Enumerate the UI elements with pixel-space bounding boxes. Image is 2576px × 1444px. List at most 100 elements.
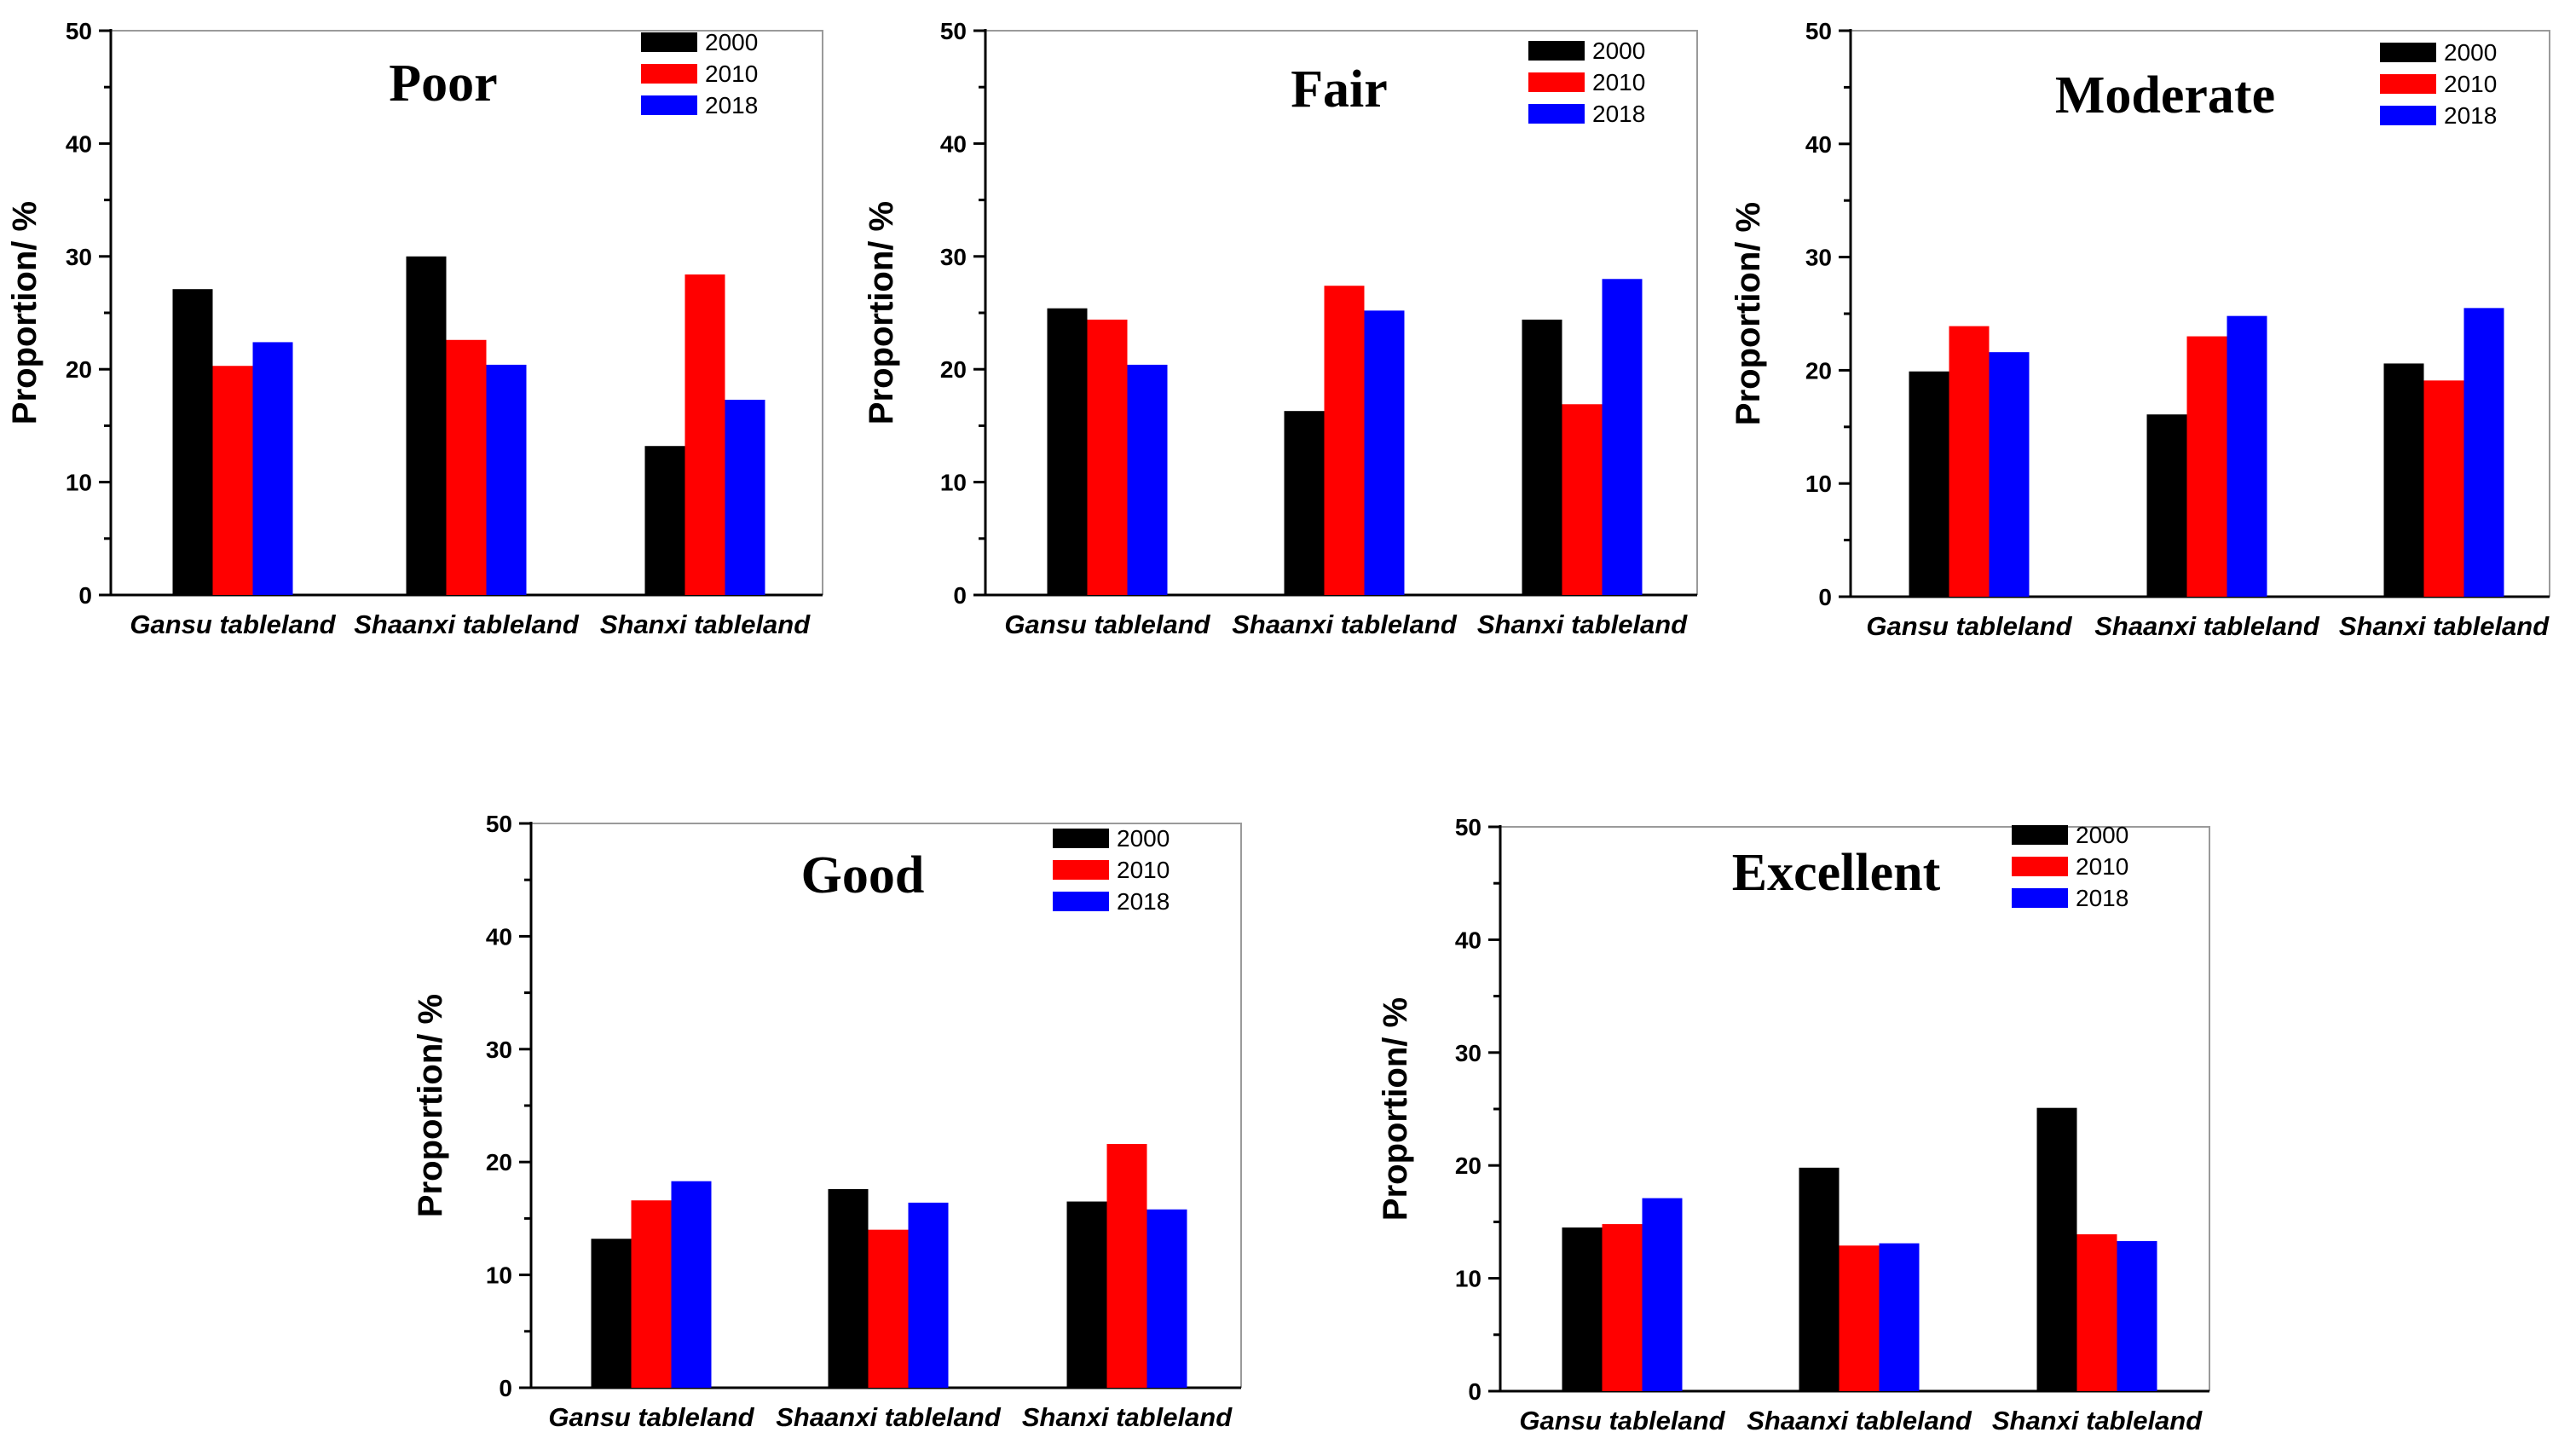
bar-moderate-shaanxi-2018 [2227, 315, 2267, 597]
bar-excellent-shanxi-2010 [2076, 1233, 2117, 1391]
chart-svg-moderate: 0 10 20 30 40 50 Proportion/ % Gansu tableland S… [1730, 18, 2550, 641]
bar-good-shaanxi-2010 [868, 1229, 909, 1388]
legend-label-2018: 2018 [2076, 885, 2128, 911]
bar-excellent-shanxi-2018 [2117, 1240, 2157, 1391]
bar-moderate-gansu-2018 [1989, 352, 2030, 597]
bar-moderate-shaanxi-2010 [2186, 336, 2227, 597]
bar-good-shaanxi-2000 [828, 1188, 869, 1388]
x-category-label: Gansu tableland [548, 1402, 754, 1432]
bar-moderate-shanxi-2010 [2423, 380, 2464, 597]
bar-excellent-shanxi-2000 [2036, 1107, 2077, 1391]
y-tick-label: 40 [1455, 927, 1481, 953]
bar-good-shanxi-2010 [1106, 1144, 1147, 1388]
plot-frame [1851, 30, 2550, 597]
legend-label-2018: 2018 [705, 92, 758, 118]
y-tick-label: 40 [1805, 131, 1832, 158]
legend-swatch-2018 [1053, 892, 1109, 911]
y-tick-label: 50 [940, 18, 967, 44]
y-tick-label: 50 [66, 18, 92, 44]
chart-panel-excellent: 0 10 20 30 40 50 Proportion/ % Gansu tableland S… [1374, 796, 2235, 1444]
y-tick-label: 0 [1468, 1378, 1481, 1405]
legend-swatch-2018 [1528, 104, 1585, 124]
bar-fair-shanxi-2010 [1562, 404, 1603, 595]
x-category-label: Shanxi tableland [2339, 611, 2550, 641]
x-category-label: Shanxi tableland [1992, 1406, 2203, 1435]
y-tick-label: 50 [486, 811, 512, 837]
x-category-label: Gansu tableland [130, 609, 336, 639]
bar-excellent-shaanxi-2000 [1799, 1167, 1840, 1391]
plot-frame [111, 30, 823, 595]
y-tick-label: 10 [1805, 471, 1832, 497]
legend-swatch-2018 [2380, 106, 2436, 125]
bar-poor-gansu-2010 [212, 366, 253, 595]
legend-label-2000: 2000 [2076, 822, 2128, 848]
y-tick-label: 20 [1455, 1152, 1481, 1179]
legend-swatch-2010 [1053, 860, 1109, 880]
bar-fair-gansu-2010 [1087, 319, 1128, 595]
chart-title: Good [801, 846, 925, 904]
bar-poor-shanxi-2000 [644, 446, 685, 595]
y-tick-label: 40 [66, 130, 92, 157]
x-category-label: Shaanxi tableland [354, 609, 580, 639]
legend-swatch-2010 [1528, 72, 1585, 92]
legend-label-2000: 2000 [705, 29, 758, 55]
legend-label-2010: 2010 [2444, 71, 2497, 97]
y-tick-label: 0 [78, 582, 92, 609]
y-axis-label: Proportion/ % [1377, 997, 1414, 1221]
legend-swatch-2018 [641, 95, 697, 115]
chart-panel-moderate: 0 10 20 30 40 50 Proportion/ % Gansu tableland S… [1727, 0, 2571, 661]
legend-label-2010: 2010 [2076, 853, 2128, 880]
x-category-label: Shaanxi tableland [776, 1402, 1002, 1432]
plot-frame [1500, 826, 2210, 1391]
y-tick-label: 30 [940, 244, 967, 270]
y-tick-label: 30 [1805, 245, 1832, 271]
x-category-label: Shanxi tableland [1477, 609, 1688, 639]
bar-poor-shanxi-2018 [725, 399, 765, 595]
legend-label-2010: 2010 [1592, 69, 1645, 95]
bar-excellent-gansu-2018 [1642, 1198, 1683, 1391]
chart-panel-poor: 0 10 20 30 40 50 Proportion/ % Gansu tableland S… [0, 0, 852, 661]
bar-moderate-gansu-2010 [1949, 326, 1990, 597]
x-category-label: Gansu tableland [1866, 611, 2072, 641]
legend-label-2018: 2018 [1592, 101, 1645, 127]
x-category-label: Shaanxi tableland [1747, 1406, 1972, 1435]
bar-excellent-gansu-2010 [1602, 1224, 1643, 1391]
y-tick-label: 10 [66, 470, 92, 496]
y-tick-label: 10 [940, 470, 967, 496]
legend-label-2018: 2018 [2444, 102, 2497, 129]
x-category-label: Shanxi tableland [600, 609, 811, 639]
y-tick-label: 50 [1805, 18, 1832, 44]
y-tick-label: 0 [953, 582, 967, 609]
bar-poor-shaanxi-2000 [406, 256, 447, 595]
bar-excellent-shaanxi-2018 [1879, 1243, 1920, 1391]
bar-fair-gansu-2000 [1047, 308, 1088, 595]
bar-good-shaanxi-2018 [908, 1202, 949, 1388]
y-tick-label: 30 [1455, 1040, 1481, 1066]
legend-label-2000: 2000 [1592, 38, 1645, 64]
y-tick-label: 30 [486, 1037, 512, 1063]
legend-label-2000: 2000 [1117, 825, 1170, 852]
bar-excellent-gansu-2000 [1562, 1227, 1603, 1391]
legend-swatch-2000 [2012, 825, 2068, 845]
chart-svg-good: 0 10 20 30 40 50 Proportion/ % Gansu tableland S… [412, 811, 1242, 1432]
bar-moderate-gansu-2000 [1909, 371, 1949, 597]
bar-excellent-shaanxi-2010 [1839, 1245, 1880, 1391]
y-axis-label: Proportion/ % [863, 201, 900, 425]
x-category-label: Gansu tableland [1004, 609, 1210, 639]
chart-title: Moderate [2055, 66, 2275, 124]
y-tick-label: 10 [1455, 1266, 1481, 1292]
chart-title: Fair [1291, 61, 1388, 118]
x-category-label: Shaanxi tableland [1232, 609, 1458, 639]
y-axis-label: Proportion/ % [1730, 202, 1767, 425]
legend-swatch-2000 [1053, 829, 1109, 848]
legend-swatch-2000 [2380, 43, 2436, 62]
legend-label-2010: 2010 [705, 61, 758, 87]
bar-poor-shaanxi-2018 [486, 364, 527, 595]
bar-moderate-shanxi-2018 [2463, 308, 2504, 597]
chart-panel-good: 0 10 20 30 40 50 Proportion/ % Gansu tableland S… [407, 793, 1268, 1444]
bar-moderate-shanxi-2000 [2383, 363, 2424, 597]
plot-frame [531, 823, 1242, 1388]
legend-swatch-2000 [641, 32, 697, 52]
chart-svg-excellent: 0 10 20 30 40 50 Proportion/ % Gansu tableland S… [1377, 814, 2210, 1435]
